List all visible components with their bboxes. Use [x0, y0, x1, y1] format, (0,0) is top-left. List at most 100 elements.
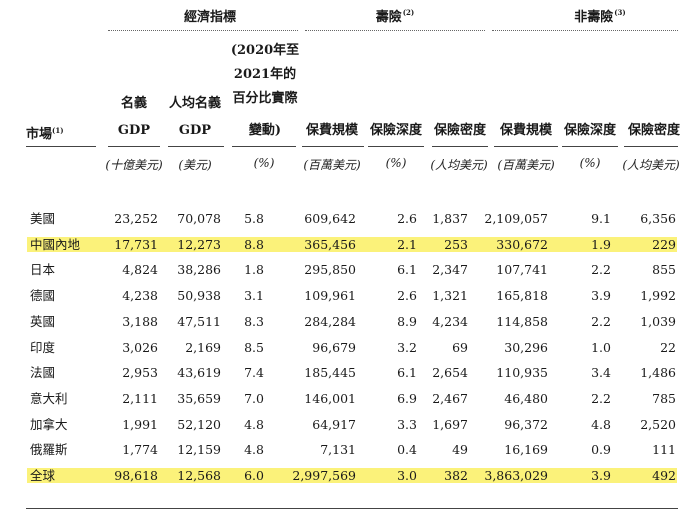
cell-life-prem: 185,445 [304, 365, 356, 380]
cell-gdp: 4,824 [122, 262, 158, 277]
cell-life-depth: 6.1 [397, 365, 417, 380]
header-gdp-line2: GDP [117, 123, 151, 138]
cell-life-depth: 2.1 [397, 237, 417, 252]
cell-change: 5.8 [244, 211, 264, 226]
cell-change: 8.3 [244, 314, 264, 329]
cell-gdp-pc: 50,938 [177, 288, 221, 303]
cell-change: 3.1 [244, 288, 264, 303]
cell-nl-depth: 3.4 [591, 365, 611, 380]
cell-change: 6.0 [244, 468, 264, 483]
header-change-line4: 變動) [248, 123, 282, 138]
cell-nl-dens: 1,039 [640, 314, 676, 329]
cell-change: 7.0 [244, 391, 264, 406]
cell-life-dens: 1,697 [432, 417, 468, 432]
cell-nl-depth: 3.9 [591, 288, 611, 303]
header-life-depth: 保險深度 [369, 123, 422, 138]
group-rule-life [305, 30, 485, 31]
unit-gdp: (十億美元) [105, 158, 163, 172]
cell-nl-depth: 3.9 [591, 468, 611, 483]
row-market: 俄羅斯 [30, 442, 68, 457]
header-change-line3: 百分比實際 [232, 91, 298, 106]
cell-nl-dens: 22 [660, 340, 676, 355]
cell-life-dens: 2,654 [432, 365, 468, 380]
cell-gdp-pc: 12,273 [177, 237, 221, 252]
cell-gdp: 1,774 [122, 442, 158, 457]
row-market: 英國 [30, 314, 56, 329]
header-gdp-pc-line2: GDP [178, 123, 212, 138]
cell-nl-dens: 492 [652, 468, 676, 483]
cell-nl-depth: 1.9 [591, 237, 611, 252]
cell-nl-depth: 9.1 [591, 211, 611, 226]
cell-nl-prem: 107,741 [496, 262, 548, 277]
cell-life-prem: 284,284 [304, 314, 356, 329]
group-header-economic: 經濟指標 [183, 10, 236, 25]
cell-life-depth: 2.6 [397, 288, 417, 303]
cell-gdp-pc: 52,120 [177, 417, 221, 432]
unit-change: (%) [253, 156, 275, 170]
header-rule-nonlife-depth [562, 146, 618, 147]
header-rule-market [26, 146, 96, 147]
row-highlight [27, 468, 677, 483]
cell-life-depth: 2.6 [397, 211, 417, 226]
cell-gdp-pc: 38,286 [177, 262, 221, 277]
group-header-nonlife-note: (3) [614, 8, 626, 17]
row-market: 意大利 [30, 391, 68, 406]
cell-gdp-pc: 2,169 [185, 340, 221, 355]
header-nonlife-premium: 保費規模 [499, 123, 552, 138]
group-header-nonlife: 非壽險(3) [560, 6, 640, 25]
group-rule-economic [108, 30, 298, 31]
row-market: 日本 [30, 262, 56, 277]
header-life-density: 保險密度 [433, 123, 486, 138]
cell-life-depth: 3.2 [397, 340, 417, 355]
header-rule-change [232, 146, 296, 147]
unit-nonlife-density: (人均美元) [622, 158, 680, 172]
cell-change: 8.8 [244, 237, 264, 252]
cell-nl-depth: 2.2 [591, 391, 611, 406]
header-market: 市場(1) [26, 120, 64, 146]
unit-gdp-pc: (美元) [178, 158, 212, 172]
header-rule-life-depth [368, 146, 424, 147]
cell-nl-depth: 2.2 [591, 314, 611, 329]
cell-gdp-pc: 47,511 [177, 314, 221, 329]
cell-nl-prem: 30,296 [504, 340, 548, 355]
cell-gdp: 23,252 [114, 211, 158, 226]
cell-life-prem: 64,917 [312, 417, 356, 432]
unit-life-density: (人均美元) [430, 158, 488, 172]
row-market: 中國內地 [30, 237, 81, 252]
cell-nl-prem: 330,672 [496, 237, 548, 252]
header-rule-nonlife-density [624, 146, 678, 147]
cell-gdp-pc: 35,659 [177, 391, 221, 406]
cell-life-prem: 146,001 [304, 391, 356, 406]
cell-nl-depth: 4.8 [591, 417, 611, 432]
header-nonlife-density: 保險密度 [627, 123, 680, 138]
header-gdp-line1: 名義 [120, 96, 147, 111]
header-market-note: (1) [52, 126, 64, 135]
cell-life-prem: 609,642 [304, 211, 356, 226]
cell-life-depth: 3.0 [397, 468, 417, 483]
cell-nl-prem: 2,109,057 [484, 211, 548, 226]
cell-life-depth: 6.1 [397, 262, 417, 277]
cell-gdp: 98,618 [114, 468, 158, 483]
cell-change: 1.8 [244, 262, 264, 277]
cell-gdp-pc: 43,619 [177, 365, 221, 380]
cell-gdp: 3,026 [122, 340, 158, 355]
group-rule-nonlife [492, 30, 678, 31]
cell-gdp: 4,238 [122, 288, 158, 303]
unit-nonlife-premium: (百萬美元) [497, 158, 555, 172]
cell-life-dens: 49 [452, 442, 468, 457]
unit-nonlife-depth: (%) [579, 156, 601, 170]
cell-life-dens: 69 [452, 340, 468, 355]
cell-change: 4.8 [244, 417, 264, 432]
row-market: 德國 [30, 288, 56, 303]
header-rule-nonlife-premium [494, 146, 558, 147]
cell-nl-dens: 229 [652, 237, 676, 252]
cell-life-dens: 2,347 [432, 262, 468, 277]
cell-life-depth: 8.9 [397, 314, 417, 329]
cell-change: 4.8 [244, 442, 264, 457]
header-market-label: 市場 [26, 127, 53, 142]
table-bottom-rule [26, 508, 678, 509]
cell-nl-dens: 785 [652, 391, 676, 406]
cell-life-prem: 96,679 [312, 340, 356, 355]
cell-nl-prem: 3,863,029 [484, 468, 548, 483]
